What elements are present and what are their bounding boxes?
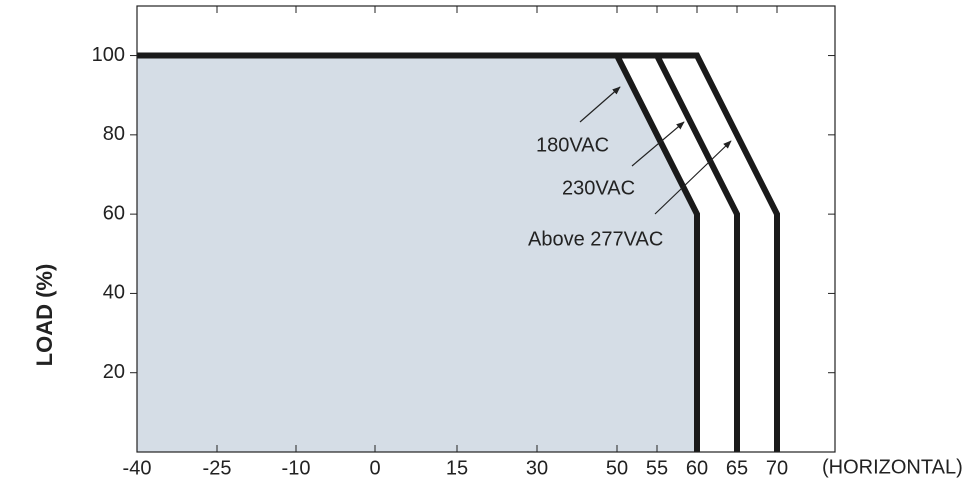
x-tick-label: -10: [282, 457, 311, 479]
x-tick-label: 30: [526, 457, 548, 479]
annotation: 230VAC: [562, 177, 635, 199]
x-tick-label: 55: [646, 457, 668, 479]
x-tick-label: -40: [123, 457, 152, 479]
y-tick-label: 40: [103, 282, 125, 304]
annotation-arrow: [631, 121, 685, 167]
x-tick-label: 0: [369, 457, 380, 479]
x-axis-label: (HORIZONTAL): [822, 456, 963, 478]
y-axis-label: LOAD (%): [32, 264, 57, 367]
y-tick-label: 80: [103, 123, 125, 145]
annotation: 180VAC: [536, 134, 609, 156]
x-tick-label: 15: [446, 457, 468, 479]
annotation-arrow: [579, 86, 621, 123]
annotation-arrow: [654, 140, 732, 215]
y-tick-label: 100: [92, 44, 125, 66]
area: [137, 55, 697, 453]
line: [137, 52, 700, 452]
x-tick-label: 50: [606, 457, 628, 479]
y-tick-label: 60: [103, 202, 125, 224]
x-tick-label: 60: [686, 457, 708, 479]
x-tick-label: -25: [203, 457, 232, 479]
y-tick-label: 20: [103, 361, 125, 383]
x-tick-label: 65: [726, 457, 748, 479]
annotation: Above 277VAC: [528, 228, 663, 250]
x-tick-label: 70: [766, 457, 788, 479]
plot-frame: [136, 5, 836, 453]
